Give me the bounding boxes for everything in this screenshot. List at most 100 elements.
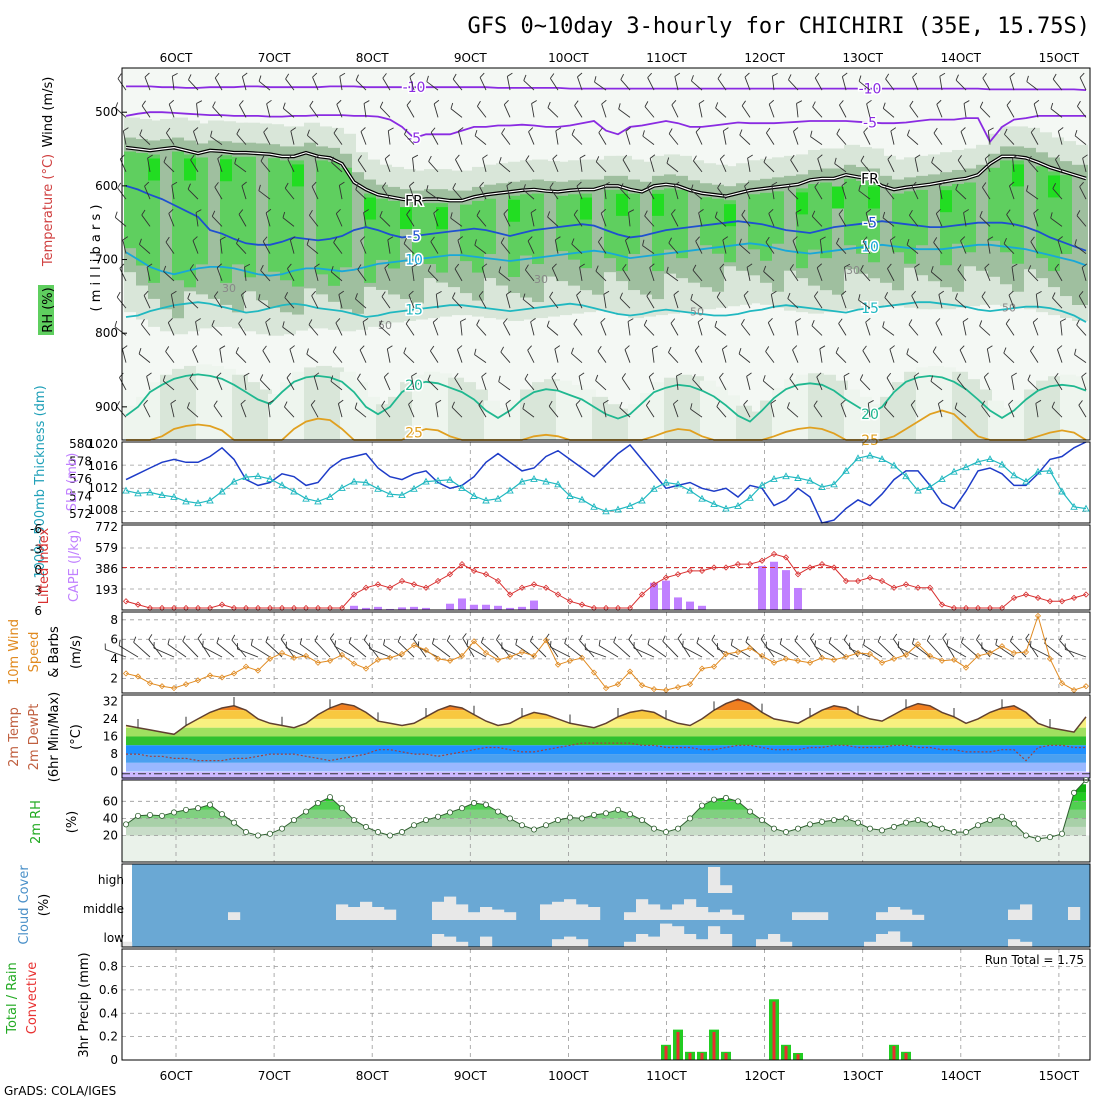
thickness-point xyxy=(794,474,802,481)
wind-barb-flag xyxy=(552,154,558,160)
wind-barb-flag xyxy=(162,375,166,382)
wind-barb-flag xyxy=(573,209,578,216)
wind-barb-flag xyxy=(955,74,959,81)
rh2m-point xyxy=(266,830,273,837)
rh2m-point xyxy=(831,817,838,824)
cloud-middle-bar xyxy=(468,912,481,920)
wind-barb-flag xyxy=(914,263,920,268)
wind-10m-barb xyxy=(976,639,991,658)
wind-barb xyxy=(1051,406,1063,418)
thickness-point xyxy=(650,484,658,492)
rh2m-point xyxy=(146,811,153,818)
lifted-index-tick-label: -6 xyxy=(30,522,42,536)
wind-barb-flag xyxy=(690,403,693,410)
cloud-middle-bar xyxy=(456,904,469,920)
wind-10m-barb xyxy=(363,639,379,658)
cloud-middle-bar xyxy=(588,907,601,920)
wind-barb-flag xyxy=(723,127,729,132)
wind-barb-flag xyxy=(284,182,289,189)
wind-barb-flag xyxy=(671,100,677,106)
lifted-index-point xyxy=(890,584,898,591)
wind-barb xyxy=(146,267,151,281)
wind-barb xyxy=(981,187,991,200)
wind-barb-flag xyxy=(234,157,237,164)
wind-barb-flag xyxy=(620,183,624,190)
wind-barb-flag xyxy=(187,402,190,409)
lifted-index-point xyxy=(1010,594,1018,601)
wind-barb-flag xyxy=(387,236,394,241)
wind-barb xyxy=(963,212,967,227)
wind-barb-flag xyxy=(787,402,790,409)
wind-speed-point xyxy=(878,659,886,666)
wind-barb-flag xyxy=(426,185,429,192)
cloud-low-bar xyxy=(696,939,709,947)
lifted-index-point xyxy=(542,584,550,591)
wind-barb xyxy=(814,186,823,200)
wind-barb-flag xyxy=(628,209,635,213)
wind-barb xyxy=(168,213,175,227)
wind-speed-point xyxy=(170,685,178,692)
wind-10m-barb xyxy=(628,639,643,658)
wind-barb-flag xyxy=(428,155,432,162)
wind-barb xyxy=(621,378,631,391)
lifted-index-point xyxy=(866,574,874,581)
wind-barb xyxy=(962,321,967,336)
wind-barb xyxy=(622,268,631,282)
wind-barb xyxy=(890,130,895,145)
wind-barb-flag xyxy=(649,263,655,268)
wind-10m-barb xyxy=(216,642,235,658)
wind-barb xyxy=(426,190,439,200)
wind-barb-flag xyxy=(646,181,652,188)
wind-barb-flag xyxy=(435,399,442,404)
slp-line xyxy=(125,441,1087,524)
wind-barb xyxy=(165,351,175,363)
wind-barb-flag xyxy=(555,236,561,241)
thickness-tick-label: 578 xyxy=(69,455,92,469)
wind-speed-point xyxy=(830,656,838,663)
wind-barb-flag xyxy=(938,290,945,295)
wind-barb xyxy=(505,403,511,418)
wind-barb xyxy=(690,408,703,418)
cape-axis-label: CAPE (J/kg) xyxy=(67,530,82,602)
wind-barb-flag xyxy=(768,99,775,105)
wind-barb xyxy=(501,133,511,145)
wind-barb-flag xyxy=(338,290,345,295)
wind-barb-flag xyxy=(743,290,749,296)
cape-bar xyxy=(506,607,514,610)
wind-barb xyxy=(1009,185,1015,200)
wind-barb xyxy=(258,299,271,309)
cape-bar xyxy=(446,603,454,610)
wind-barb xyxy=(865,212,871,227)
pressure-tick-label: 700 xyxy=(95,253,118,267)
wind-barb-flag xyxy=(355,74,359,81)
wind-barb xyxy=(383,376,391,391)
wind-barb xyxy=(858,190,871,200)
wind-barb-flag xyxy=(1030,127,1036,133)
wind-barb xyxy=(243,375,247,390)
wind-barb xyxy=(260,160,271,173)
wind-barb-flag xyxy=(411,372,417,377)
rh2m-tick-label: 20 xyxy=(103,828,118,842)
lifted-index-point xyxy=(662,574,670,581)
wind-barb-flag xyxy=(195,209,202,213)
cloud-tick-label: middle xyxy=(83,902,124,916)
wind-barb-flag xyxy=(979,210,983,217)
wind-barb-flag xyxy=(1078,290,1084,297)
wind-speed-point xyxy=(1010,649,1018,657)
wind-barb xyxy=(552,158,559,173)
date-tick-label-bottom: 9OCT xyxy=(454,1069,487,1083)
wind-barb xyxy=(1054,377,1063,391)
thickness-point xyxy=(386,490,394,498)
cloud-middle-bar xyxy=(732,914,745,920)
rh2m-point xyxy=(867,825,874,832)
wind-barb xyxy=(930,271,943,282)
wind-barb xyxy=(819,348,823,363)
wind-barb-flag xyxy=(768,208,774,214)
wind-barb xyxy=(500,351,511,363)
wind-barb-flag xyxy=(498,157,502,164)
wind-barb-flag xyxy=(167,318,173,323)
wind-barb xyxy=(933,132,943,145)
wind-speed-point xyxy=(1034,612,1042,619)
wind-10m-barb-flag xyxy=(828,637,832,644)
wind-10m-barb-flag xyxy=(133,636,137,643)
